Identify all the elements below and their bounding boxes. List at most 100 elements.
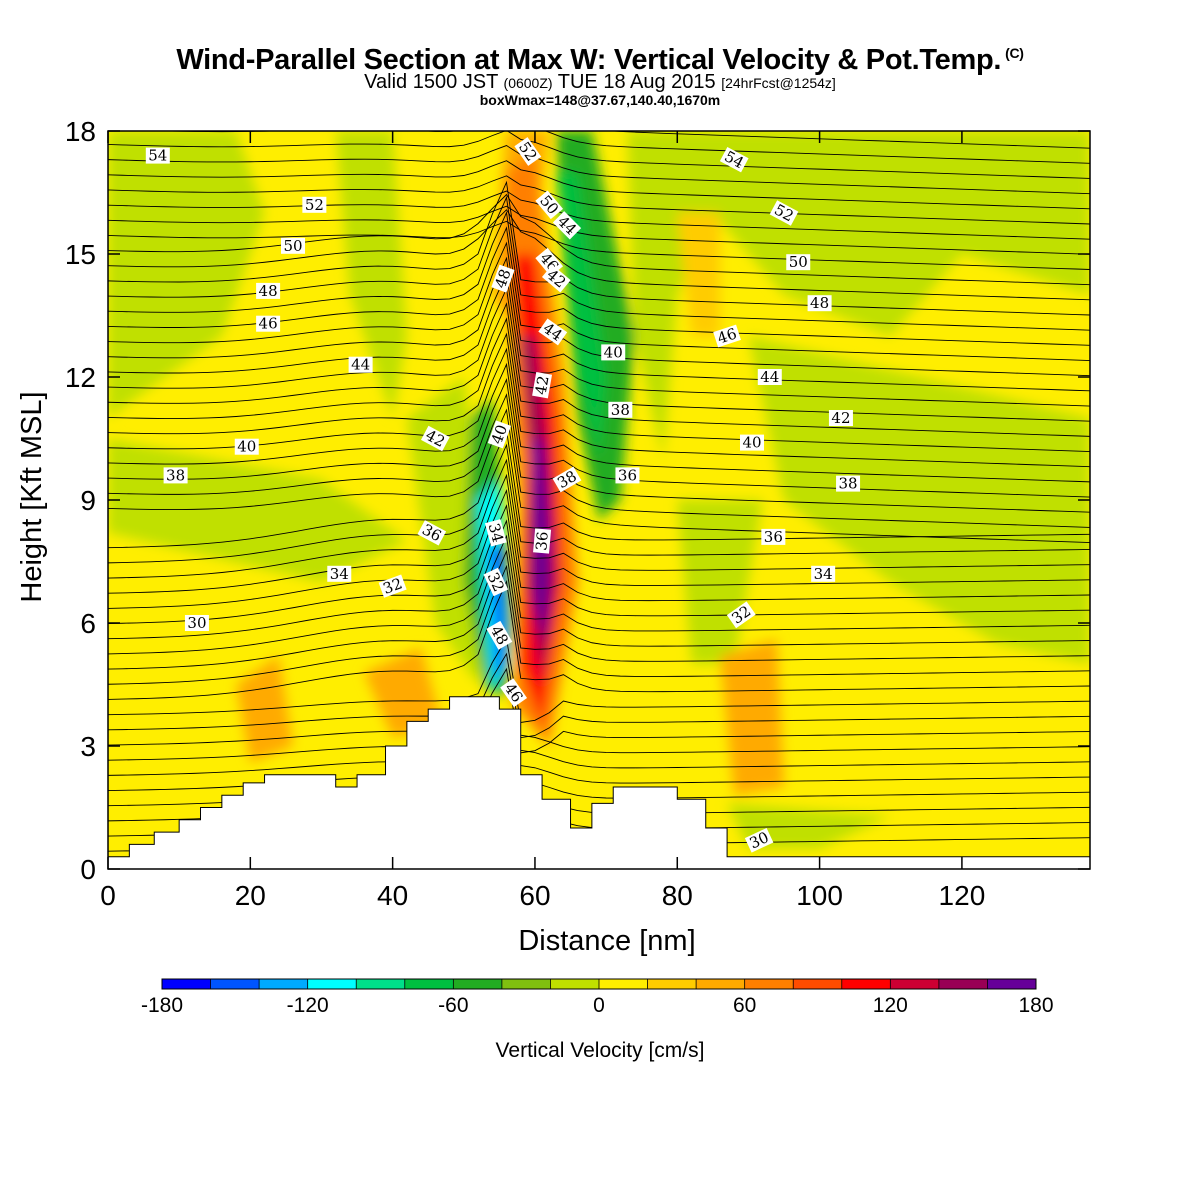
theta-label-text: 38: [166, 466, 185, 484]
updraft-right-low: [719, 639, 785, 796]
x-axis-label: Distance [nm]: [518, 925, 695, 957]
y-tick-label: 18: [65, 116, 96, 147]
theta-label-box: [807, 295, 832, 312]
theta-label-box: [281, 237, 306, 254]
theta-label-box: [757, 369, 782, 385]
colorbar-swatch: [356, 979, 406, 989]
theta-label-text: 52: [305, 196, 324, 214]
y-tick-label: 15: [65, 239, 96, 270]
theta-label-box: [487, 420, 511, 449]
weak-down-upper-left: [108, 131, 265, 418]
theta-label-box: [256, 315, 281, 332]
theta-label-box: [486, 620, 513, 650]
theta-label: 36: [532, 528, 552, 554]
theta-contour-line: [108, 286, 1090, 422]
theta-label-text: 44: [760, 368, 779, 386]
theta-label: 50: [786, 253, 811, 271]
theta-contour-line: [108, 652, 1090, 739]
theta-label-box: [184, 615, 209, 631]
y-axis-label: Height [Kft MSL]: [16, 391, 48, 602]
theta-label-text: 50: [283, 237, 302, 255]
theta-label-box: [719, 147, 749, 173]
y-tick-label: 6: [80, 608, 96, 639]
theta-contour-line: [108, 131, 1090, 179]
theta-label-text: 44: [351, 356, 370, 374]
velocity-field: [108, 131, 1090, 869]
theta-contour-line: [108, 302, 1090, 437]
theta-label-text: 36: [618, 466, 637, 484]
theta-label-text: 40: [604, 343, 623, 361]
theta-label-text: 54: [148, 147, 167, 165]
theta-label: 40: [234, 438, 259, 456]
theta-contour-line: [108, 175, 1090, 225]
theta-label: 38: [163, 466, 188, 484]
theta-label: 44: [348, 356, 373, 374]
theta-contour-line: [108, 211, 1090, 346]
title-text: Wind-Parallel Section at Max W: Vertical…: [176, 44, 1002, 76]
theta-contour-line: [108, 564, 1090, 685]
theta-label-text: 40: [488, 422, 511, 446]
valid-prefix: Valid 1500 JST: [364, 71, 498, 93]
theta-contour-line: [108, 534, 1090, 655]
theta-label-text: 32: [381, 574, 405, 597]
theta-contour-line: [108, 190, 1090, 240]
theta-label: 44: [757, 368, 782, 386]
y-tick-label: 3: [80, 731, 96, 762]
theta-label-box: [327, 565, 352, 582]
box-info-text: boxWmax=148@37.67,140.40,1670m: [479, 92, 721, 108]
theta-contour-line: [108, 332, 1090, 468]
weak-down-between: [677, 500, 763, 664]
theta-label-box: [552, 466, 582, 493]
theta-label-text: 30: [187, 614, 206, 632]
colorbar-swatch: [696, 979, 746, 989]
theta-label-box: [256, 282, 281, 299]
theta-label: 40: [739, 434, 764, 452]
theta-label-box: [541, 264, 571, 293]
terrain: [107, 696, 1091, 870]
theta-label-box: [145, 147, 170, 164]
theta-contour-line: [108, 579, 1090, 700]
theta-contour-line: [108, 377, 1090, 513]
theta-contour-line: [108, 393, 1090, 528]
colorbar-swatch: [404, 979, 454, 989]
theta-label-box: [769, 200, 799, 226]
theta-label: 36: [761, 528, 786, 546]
theta-contour-line: [108, 362, 1090, 498]
colorbar-swatch: [890, 979, 940, 989]
theta-contour-line: [108, 504, 1090, 625]
theta-contour-line: [108, 549, 1090, 670]
theta-label-box: [417, 520, 447, 546]
theta-label-text: 40: [742, 434, 761, 452]
theta-contour-line: [108, 458, 1090, 579]
theta-contour-line: [108, 205, 1090, 255]
theta-label-box: [378, 574, 407, 598]
theta-label-text: 34: [485, 521, 507, 544]
theta-label-text: 42: [532, 374, 553, 396]
theta-label-box: [726, 601, 756, 629]
updraft-right-upper: [677, 213, 720, 336]
x-tick-label: 80: [662, 880, 693, 911]
theta-label: 36: [615, 466, 640, 484]
theta-label: 52: [302, 196, 327, 214]
theta-label-text: 46: [715, 324, 739, 347]
theta-label-text: 48: [810, 294, 829, 312]
theta-contour-line: [108, 180, 1090, 316]
colorbar-swatch: [210, 979, 260, 989]
colorbar-swatch: [307, 979, 357, 989]
theta-label: 40: [601, 343, 626, 361]
theta-label-box: [484, 519, 507, 547]
theta-label: 46: [713, 324, 741, 348]
theta-label: 40: [487, 420, 511, 449]
theta-label-text: 36: [764, 528, 783, 546]
theta-label: 42: [828, 409, 853, 427]
colorbar-swatch: [647, 979, 697, 989]
theta-label: 32: [483, 567, 509, 597]
theta-label-box: [608, 401, 633, 418]
colorbar-swatch: [259, 979, 309, 989]
theta-contour-line: [108, 488, 1090, 609]
colorbar-swatch: [550, 979, 600, 989]
theta-label: 42: [532, 371, 553, 399]
theta-label: 48: [807, 294, 832, 312]
theta-contour-line: [108, 193, 1090, 286]
